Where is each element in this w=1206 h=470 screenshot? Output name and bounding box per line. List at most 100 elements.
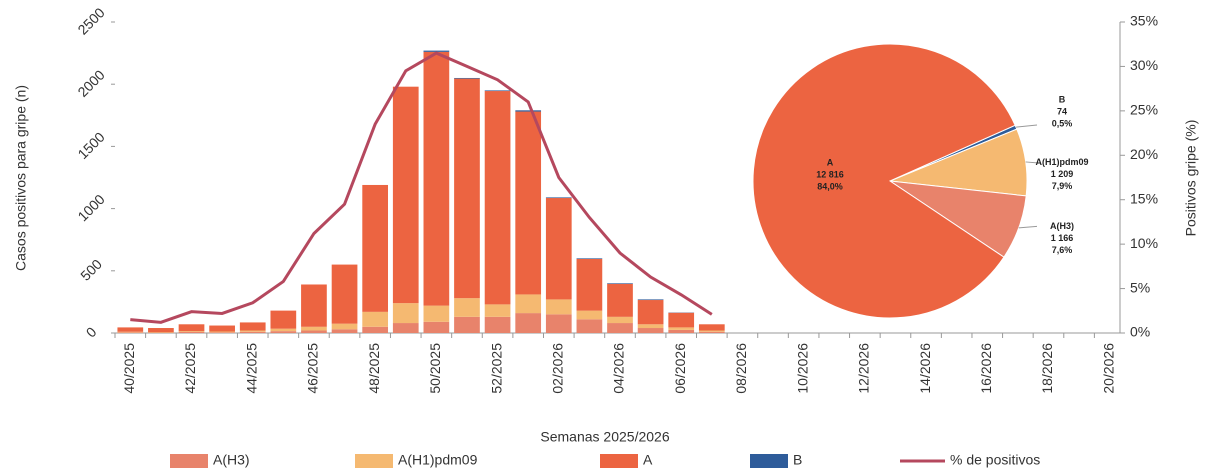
bar-segment — [270, 328, 297, 332]
pie-label: 84,0% — [817, 181, 843, 191]
bar-segment — [423, 305, 450, 322]
pie-label: 7,6% — [1052, 245, 1073, 255]
pie-label: 0,5% — [1052, 118, 1073, 128]
bar-segment — [668, 327, 695, 330]
x-tick-label: 44/2025 — [243, 343, 259, 394]
y2-tick-label: 35% — [1130, 13, 1158, 29]
bar-segment — [209, 331, 235, 333]
bar-segment — [331, 323, 358, 330]
y2-tick-label: 15% — [1130, 190, 1158, 206]
bar-segment — [301, 326, 327, 331]
bar-segment — [270, 331, 297, 333]
bar-segment — [607, 316, 633, 324]
bar-segment — [484, 304, 511, 317]
leader-line — [1015, 124, 1038, 128]
bar-segment — [484, 316, 511, 333]
bar-segment — [270, 310, 297, 329]
bar-segment — [423, 321, 450, 333]
pie-slice — [752, 43, 1016, 319]
bar-segment — [607, 283, 633, 317]
bar-segment — [668, 312, 695, 328]
x-tick-label: 10/2026 — [794, 343, 810, 394]
bar-segment — [637, 324, 664, 329]
bar-segment — [698, 330, 725, 332]
bar-segment — [362, 311, 389, 327]
x-tick-label: 06/2026 — [672, 343, 688, 394]
bar-segment — [515, 111, 542, 295]
legend-label: B — [793, 452, 802, 468]
x-tick-label: 50/2025 — [427, 343, 443, 394]
pie-label: A — [827, 157, 834, 167]
bar-segment — [637, 328, 664, 333]
x-tick-label: 16/2026 — [978, 343, 994, 394]
pie-label: 74 — [1057, 106, 1067, 116]
y2-tick-label: 20% — [1130, 146, 1158, 162]
bar-segment — [209, 332, 235, 333]
bar-segment — [576, 319, 603, 333]
bar-segment — [362, 326, 389, 333]
y2-tick-label: 10% — [1130, 235, 1158, 251]
bar-segment — [698, 324, 725, 331]
x-tick-label: 08/2026 — [733, 343, 749, 394]
pie-label: A(H3) — [1050, 221, 1074, 231]
bar-segment — [392, 86, 419, 304]
bar-segment — [637, 299, 664, 301]
y2-tick-label: 30% — [1130, 57, 1158, 73]
bar-segment — [178, 324, 205, 332]
bar-segment — [484, 91, 511, 305]
pie-label: 1 209 — [1051, 169, 1074, 179]
pie-label: 1 166 — [1051, 233, 1074, 243]
bar-segment — [331, 329, 358, 333]
bar-segment — [117, 332, 144, 333]
x-tick-label: 14/2026 — [917, 343, 933, 394]
leader-line — [1018, 225, 1038, 229]
bar-segment — [576, 258, 603, 259]
bar-segment — [148, 328, 174, 333]
bar-segment — [545, 314, 572, 333]
bar-segment — [545, 197, 572, 199]
bar-segment — [454, 298, 480, 317]
y-axis-title: Casos positivos para gripe (n) — [13, 85, 29, 271]
bar-segment — [362, 184, 389, 312]
bar-segment — [239, 331, 266, 333]
bar-segment — [423, 50, 450, 52]
bar-segment — [607, 323, 633, 333]
y2-tick-label: 5% — [1130, 279, 1150, 295]
x-tick-label: 04/2026 — [611, 343, 627, 394]
x-tick-label: 02/2026 — [549, 343, 565, 394]
x-axis-title: Semanas 2025/2026 — [540, 429, 669, 445]
y2-axis-title: Positivos gripe (%) — [1183, 120, 1199, 237]
bar-segment — [392, 303, 419, 324]
bar-segment — [117, 331, 144, 333]
bar-segment — [545, 198, 572, 300]
bar-segment — [515, 294, 542, 314]
bar-segment — [698, 331, 725, 333]
bar-segment — [301, 330, 327, 333]
pie-label: 12 816 — [816, 169, 844, 179]
x-tick-label: 46/2025 — [305, 343, 321, 394]
bar-segment — [515, 110, 542, 112]
legend-label: A(H3) — [213, 452, 250, 468]
bar-segment — [454, 316, 480, 333]
bar-segment — [576, 310, 603, 320]
x-tick-label: 52/2025 — [488, 343, 504, 394]
y-tick-label: 1500 — [74, 129, 107, 162]
legend-marker — [600, 454, 638, 468]
y2-tick-label: 0% — [1130, 324, 1150, 340]
leader-line — [1025, 161, 1038, 164]
x-tick-label: 48/2025 — [366, 343, 382, 394]
bar-segment — [209, 325, 235, 332]
bar-segment — [454, 78, 480, 299]
bar-segment — [239, 322, 266, 331]
y-tick-label: 0 — [83, 324, 100, 341]
bar-segment — [392, 323, 419, 333]
legend-marker — [750, 454, 788, 468]
bar-segment — [668, 329, 695, 333]
x-tick-label: 40/2025 — [121, 343, 137, 394]
x-tick-label: 18/2026 — [1039, 343, 1055, 394]
bar-segment — [545, 299, 572, 315]
bar-segment — [484, 90, 511, 92]
bar-segment — [423, 51, 450, 306]
legend-label: % de positivos — [950, 452, 1040, 468]
bar-segment — [178, 331, 205, 333]
